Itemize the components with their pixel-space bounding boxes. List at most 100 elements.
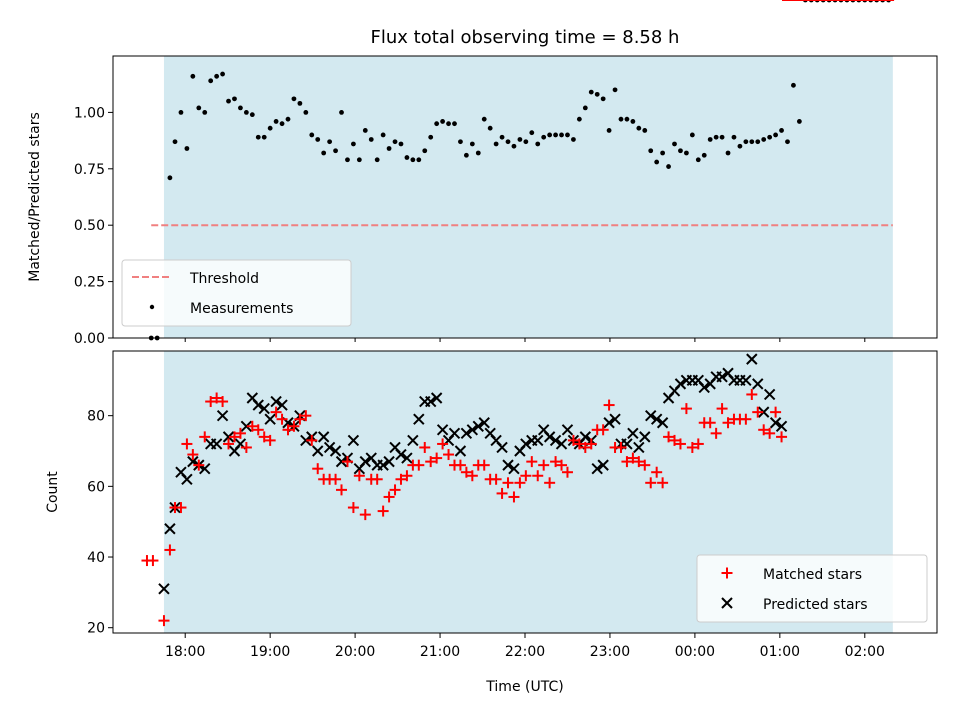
matched-star-point bbox=[223, 438, 235, 450]
measurement-point bbox=[368, 137, 374, 142]
predicted-star-point-stroke bbox=[436, 424, 449, 436]
predicted-star-point-stroke bbox=[543, 431, 556, 443]
measurement-point bbox=[678, 148, 683, 154]
x-tick-label: 02:00 bbox=[845, 644, 885, 660]
measurement-point bbox=[630, 119, 636, 124]
predicted-star-point bbox=[222, 431, 235, 443]
predicted-star-point-stroke bbox=[490, 434, 502, 447]
predicted-star-point-stroke bbox=[597, 459, 609, 471]
measurement-point bbox=[606, 128, 612, 133]
predicted-star-point bbox=[508, 462, 520, 475]
predicted-star-point bbox=[603, 417, 615, 429]
ratio-legend: Threshold Measurements bbox=[121, 259, 352, 327]
matched-star-point bbox=[437, 438, 449, 450]
y-tick-label: 0.50 bbox=[74, 218, 105, 234]
matched-star-point bbox=[395, 473, 407, 485]
predicted-star-point-stroke bbox=[359, 455, 372, 468]
measurement-point bbox=[374, 157, 380, 163]
predicted-star-point-stroke bbox=[484, 427, 496, 440]
predicted-star-point bbox=[520, 438, 532, 450]
chart-title: Flux total observing time = 8.58 h bbox=[371, 27, 680, 48]
measurement-point bbox=[565, 132, 570, 138]
matched-star-point bbox=[627, 452, 639, 464]
matched-star-point bbox=[645, 477, 657, 489]
measurement-point bbox=[576, 116, 582, 122]
measurement-point bbox=[796, 119, 802, 124]
matched-star-point bbox=[252, 424, 264, 436]
measurement-point bbox=[701, 152, 707, 158]
predicted-star-point-stroke bbox=[187, 455, 199, 468]
measurement-point bbox=[553, 132, 558, 138]
measurement-point bbox=[356, 157, 362, 163]
predicted-star-point-stroke bbox=[425, 395, 437, 408]
matched-star-point bbox=[270, 406, 282, 418]
matched-star-point bbox=[377, 505, 389, 517]
predicted-star-point bbox=[329, 445, 342, 457]
matched-star-point bbox=[306, 434, 318, 446]
matched-star-point bbox=[193, 459, 205, 471]
matched-star-point bbox=[371, 473, 383, 485]
measurement-point bbox=[404, 155, 410, 160]
measurement-point bbox=[684, 150, 689, 156]
predicted-star-point bbox=[300, 434, 312, 447]
predicted-star-point bbox=[656, 417, 669, 429]
predicted-star-point bbox=[769, 417, 782, 429]
matched-star-point bbox=[443, 449, 455, 461]
predicted-star-point-stroke bbox=[413, 413, 425, 425]
measurement-point bbox=[475, 150, 481, 156]
matched-star-point bbox=[567, 434, 579, 446]
measurement-point bbox=[535, 141, 541, 147]
predicted-star-point-stroke bbox=[216, 409, 229, 422]
predicted-star-point bbox=[258, 402, 270, 415]
matched-star-point bbox=[217, 396, 229, 408]
matched-star-point bbox=[686, 441, 698, 453]
measurement-point bbox=[309, 132, 315, 138]
measurement-point bbox=[178, 110, 184, 115]
measurement-point bbox=[243, 110, 249, 115]
measurement-point bbox=[255, 134, 261, 140]
predicted-star-point-stroke bbox=[210, 438, 223, 450]
predicted-star-point-stroke bbox=[252, 399, 264, 411]
predicted-star-point bbox=[579, 431, 592, 443]
matched-star-point bbox=[466, 470, 478, 482]
measurement-point bbox=[184, 146, 190, 151]
measurement-point bbox=[523, 139, 529, 145]
matched-star-point bbox=[175, 502, 187, 514]
matched-star-point bbox=[603, 399, 615, 411]
predicted-star-point-stroke bbox=[164, 523, 176, 535]
predicted-star-point bbox=[158, 583, 170, 595]
legend-measurements-swatch bbox=[149, 304, 155, 310]
measurement-point bbox=[249, 112, 255, 118]
count-y-ticks: 20 40 60 80 bbox=[87, 409, 113, 637]
matched-star-point bbox=[496, 487, 508, 499]
matched-star-point bbox=[187, 449, 199, 461]
predicted-star-point-stroke bbox=[454, 445, 467, 457]
predicted-star-point-stroke bbox=[472, 420, 484, 432]
matched-star-point bbox=[770, 406, 782, 418]
measurement-point bbox=[196, 105, 202, 111]
matched-stars-points bbox=[141, 0, 895, 627]
predicted-star-point bbox=[312, 445, 324, 457]
predicted-star-point-stroke bbox=[323, 441, 336, 454]
matched-star-point bbox=[633, 456, 645, 468]
x-tick-label: 23:00 bbox=[590, 644, 630, 660]
legend-x-stroke bbox=[721, 597, 733, 609]
predicted-star-point-stroke bbox=[645, 409, 657, 422]
predicted-star-point-stroke bbox=[365, 452, 377, 464]
measurement-point bbox=[232, 96, 237, 102]
measurement-point bbox=[339, 110, 344, 115]
predicted-star-point bbox=[627, 427, 639, 440]
matched-star-point bbox=[669, 434, 681, 446]
measurement-point bbox=[594, 91, 600, 97]
matched-star-point bbox=[490, 473, 502, 485]
measurement-point bbox=[321, 150, 327, 156]
measurement-point bbox=[511, 143, 517, 149]
predicted-star-point bbox=[532, 434, 544, 447]
matched-star-point bbox=[431, 452, 443, 464]
predicted-star-point-stroke bbox=[740, 374, 752, 387]
predicted-star-point-stroke bbox=[639, 431, 651, 443]
legend-threshold-label: Threshold bbox=[189, 271, 259, 287]
measurement-point bbox=[779, 128, 784, 133]
predicted-star-point bbox=[383, 455, 395, 468]
predicted-star-point-stroke bbox=[633, 441, 645, 454]
